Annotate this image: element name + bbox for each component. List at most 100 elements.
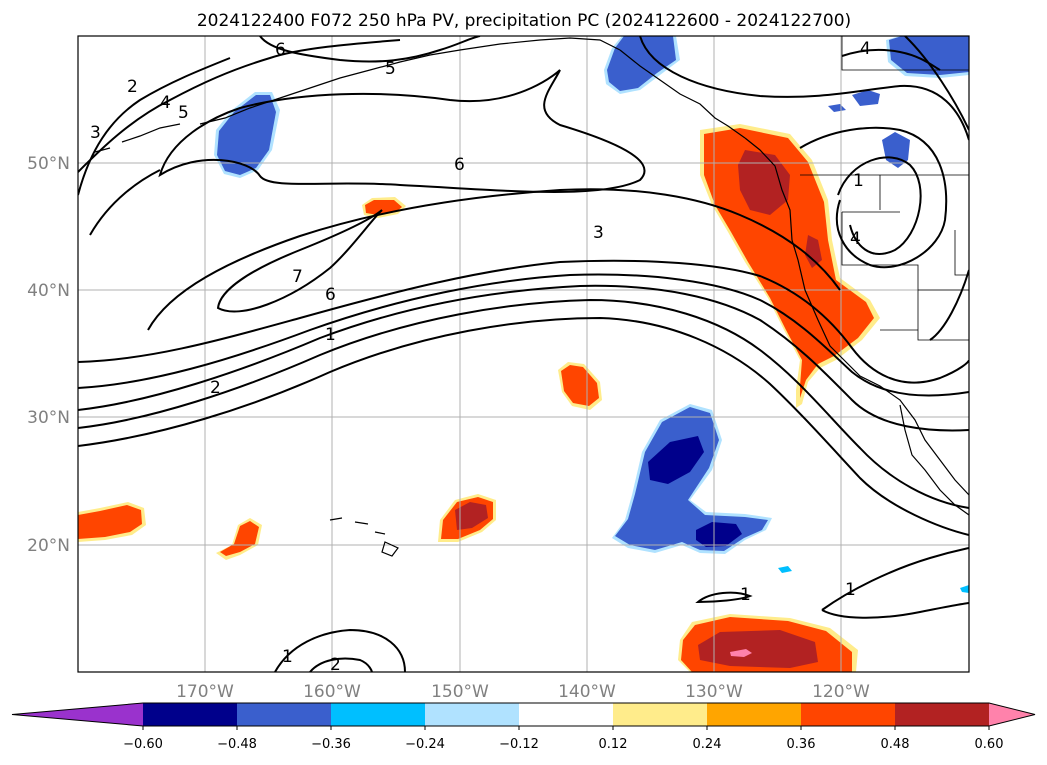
contour-label: 4 [160,93,171,113]
colorbar-tick-label: −0.60 [123,737,163,752]
precip-area-dateline-core [78,505,142,539]
colorbar-tick-label: −0.48 [217,737,257,752]
lat-label-30n: 30°N [27,408,70,428]
precip-area-south-peak [730,649,752,657]
contour-label: 3 [90,123,101,143]
colorbar-extend-max [989,703,1035,726]
contour-label: 6 [325,285,336,305]
pv-contour-outer [78,259,969,384]
contour-label: 4 [850,229,861,249]
colorbar-tick-label: −0.12 [499,737,539,752]
precip-area-subtropical-core [561,365,599,406]
pv-contour-trough-outer [639,36,969,141]
lon-label-150w: 150°W [431,682,489,702]
colorbar-segment [331,703,426,726]
pv-contour-2-south [274,628,406,672]
pv-contour-1 [78,284,969,432]
precip-area-south-max [698,630,818,668]
colorbar: −0.60 −0.48 −0.36 −0.24 −0.12 0.12 0.24 0.36 0.4… [11,702,1036,752]
pv-contour-3-long [89,169,161,236]
pv-contour-low [78,298,969,509]
contour-label: 5 [178,103,189,123]
lon-label-140w: 140°W [558,682,616,702]
precip-area-west-hawaii-core [220,521,259,556]
precip-area-negative-small2 [882,132,910,168]
contour-label: 1 [845,580,856,600]
contour-label: 2 [330,655,341,675]
precip-negative-areas [214,36,969,593]
contour-label: 5 [385,59,396,79]
pv-contour-7-loop [216,209,383,313]
map-title: 2024122400 F072 250 hPa PV, precipitatio… [197,11,851,31]
precip-area-negative-gulf-blue [607,36,676,91]
contour-label: 1 [740,585,751,605]
colorbar-tick-label: 0.12 [599,737,628,752]
colorbar-segment [801,703,896,726]
lon-label-120w: 120°W [812,682,870,702]
lon-label-130w: 130°W [685,682,743,702]
precip-area-negative-small1 [852,90,880,106]
pv-contour-south-small [695,591,753,604]
colorbar-segment [425,703,520,726]
pv-contour-6-mid [158,69,646,193]
latitude-labels: 50°N 40°N 30°N 20°N [27,154,70,556]
pv-contour-trough-6 [799,126,948,269]
contour-label: 3 [593,223,604,243]
pv-contour-trough-inner [837,156,922,255]
coastlines [94,37,969,557]
colorbar-tick-label: 0.60 [975,737,1004,752]
contour-label: 6 [454,155,465,175]
lon-label-160w: 160°W [303,682,361,702]
precip-area-negative-small4 [778,566,792,573]
contour-label: 2 [210,378,221,398]
lon-label-170w: 170°W [176,682,234,702]
precip-area-negative-central-navy2 [696,522,742,547]
colorbar-tick-label: 0.48 [881,737,910,752]
precip-area-hawaii-east-max [455,502,488,530]
contour-labels: 6 2 4 5 3 5 6 4 3 1 4 7 1 2 6 1 1 2 1 [90,39,871,675]
contour-label: 1 [325,325,336,345]
colorbar-segment [143,703,238,726]
colorbar-tick-label: −0.36 [311,737,351,752]
contour-label: 2 [127,77,138,97]
pv-contour-1-south2 [821,602,969,619]
precip-area-negative-central-blue [615,407,768,551]
precip-area-negative-central-navy1 [648,436,704,484]
precip-area-west-coast-max2 [805,235,822,268]
pv-contour-north-loop [259,36,481,63]
lat-label-40n: 40°N [27,281,70,301]
precip-area-negative-small5 [960,585,969,593]
colorbar-segment [519,703,614,726]
colorbar-tick-label: −0.24 [405,737,445,752]
map-content: 6 2 4 5 3 5 6 4 3 1 4 7 1 2 6 1 1 2 1 [78,36,969,675]
colorbar-tick-label: 0.24 [693,737,722,752]
pv-contour-2-south-inner [309,657,373,672]
political-borders [800,36,969,341]
pv-contour-north-right [841,48,941,71]
pv-contour-trough-wide [904,36,969,341]
pv-contours [78,36,969,672]
graticule [78,36,969,672]
pv-contour-1-south [821,547,969,611]
colorbar-tick-label: 0.36 [787,737,816,752]
pv-contour-6-north [78,39,401,173]
map-frame [77,35,970,673]
colorbar-segment [707,703,802,726]
contour-label: 6 [275,40,286,60]
contour-label: 7 [292,267,303,287]
precip-positive-areas [78,124,880,672]
lat-label-20n: 20°N [27,536,70,556]
colorbar-segment [613,703,708,726]
precip-area-negative-canada-blue [889,36,969,75]
pv-contour-low2 [78,316,969,536]
contour-label: 1 [853,171,864,191]
precip-area-west-coast-max [738,150,790,215]
contour-label: 1 [282,647,293,667]
contour-label: 4 [860,39,871,59]
colorbar-segment [237,703,332,726]
colorbar-segment [895,703,990,726]
pv-contour-3-west [78,57,231,196]
colorbar-extend-min [12,703,143,726]
longitude-labels: 170°W 160°W 150°W 140°W 130°W 120°W [176,682,870,702]
